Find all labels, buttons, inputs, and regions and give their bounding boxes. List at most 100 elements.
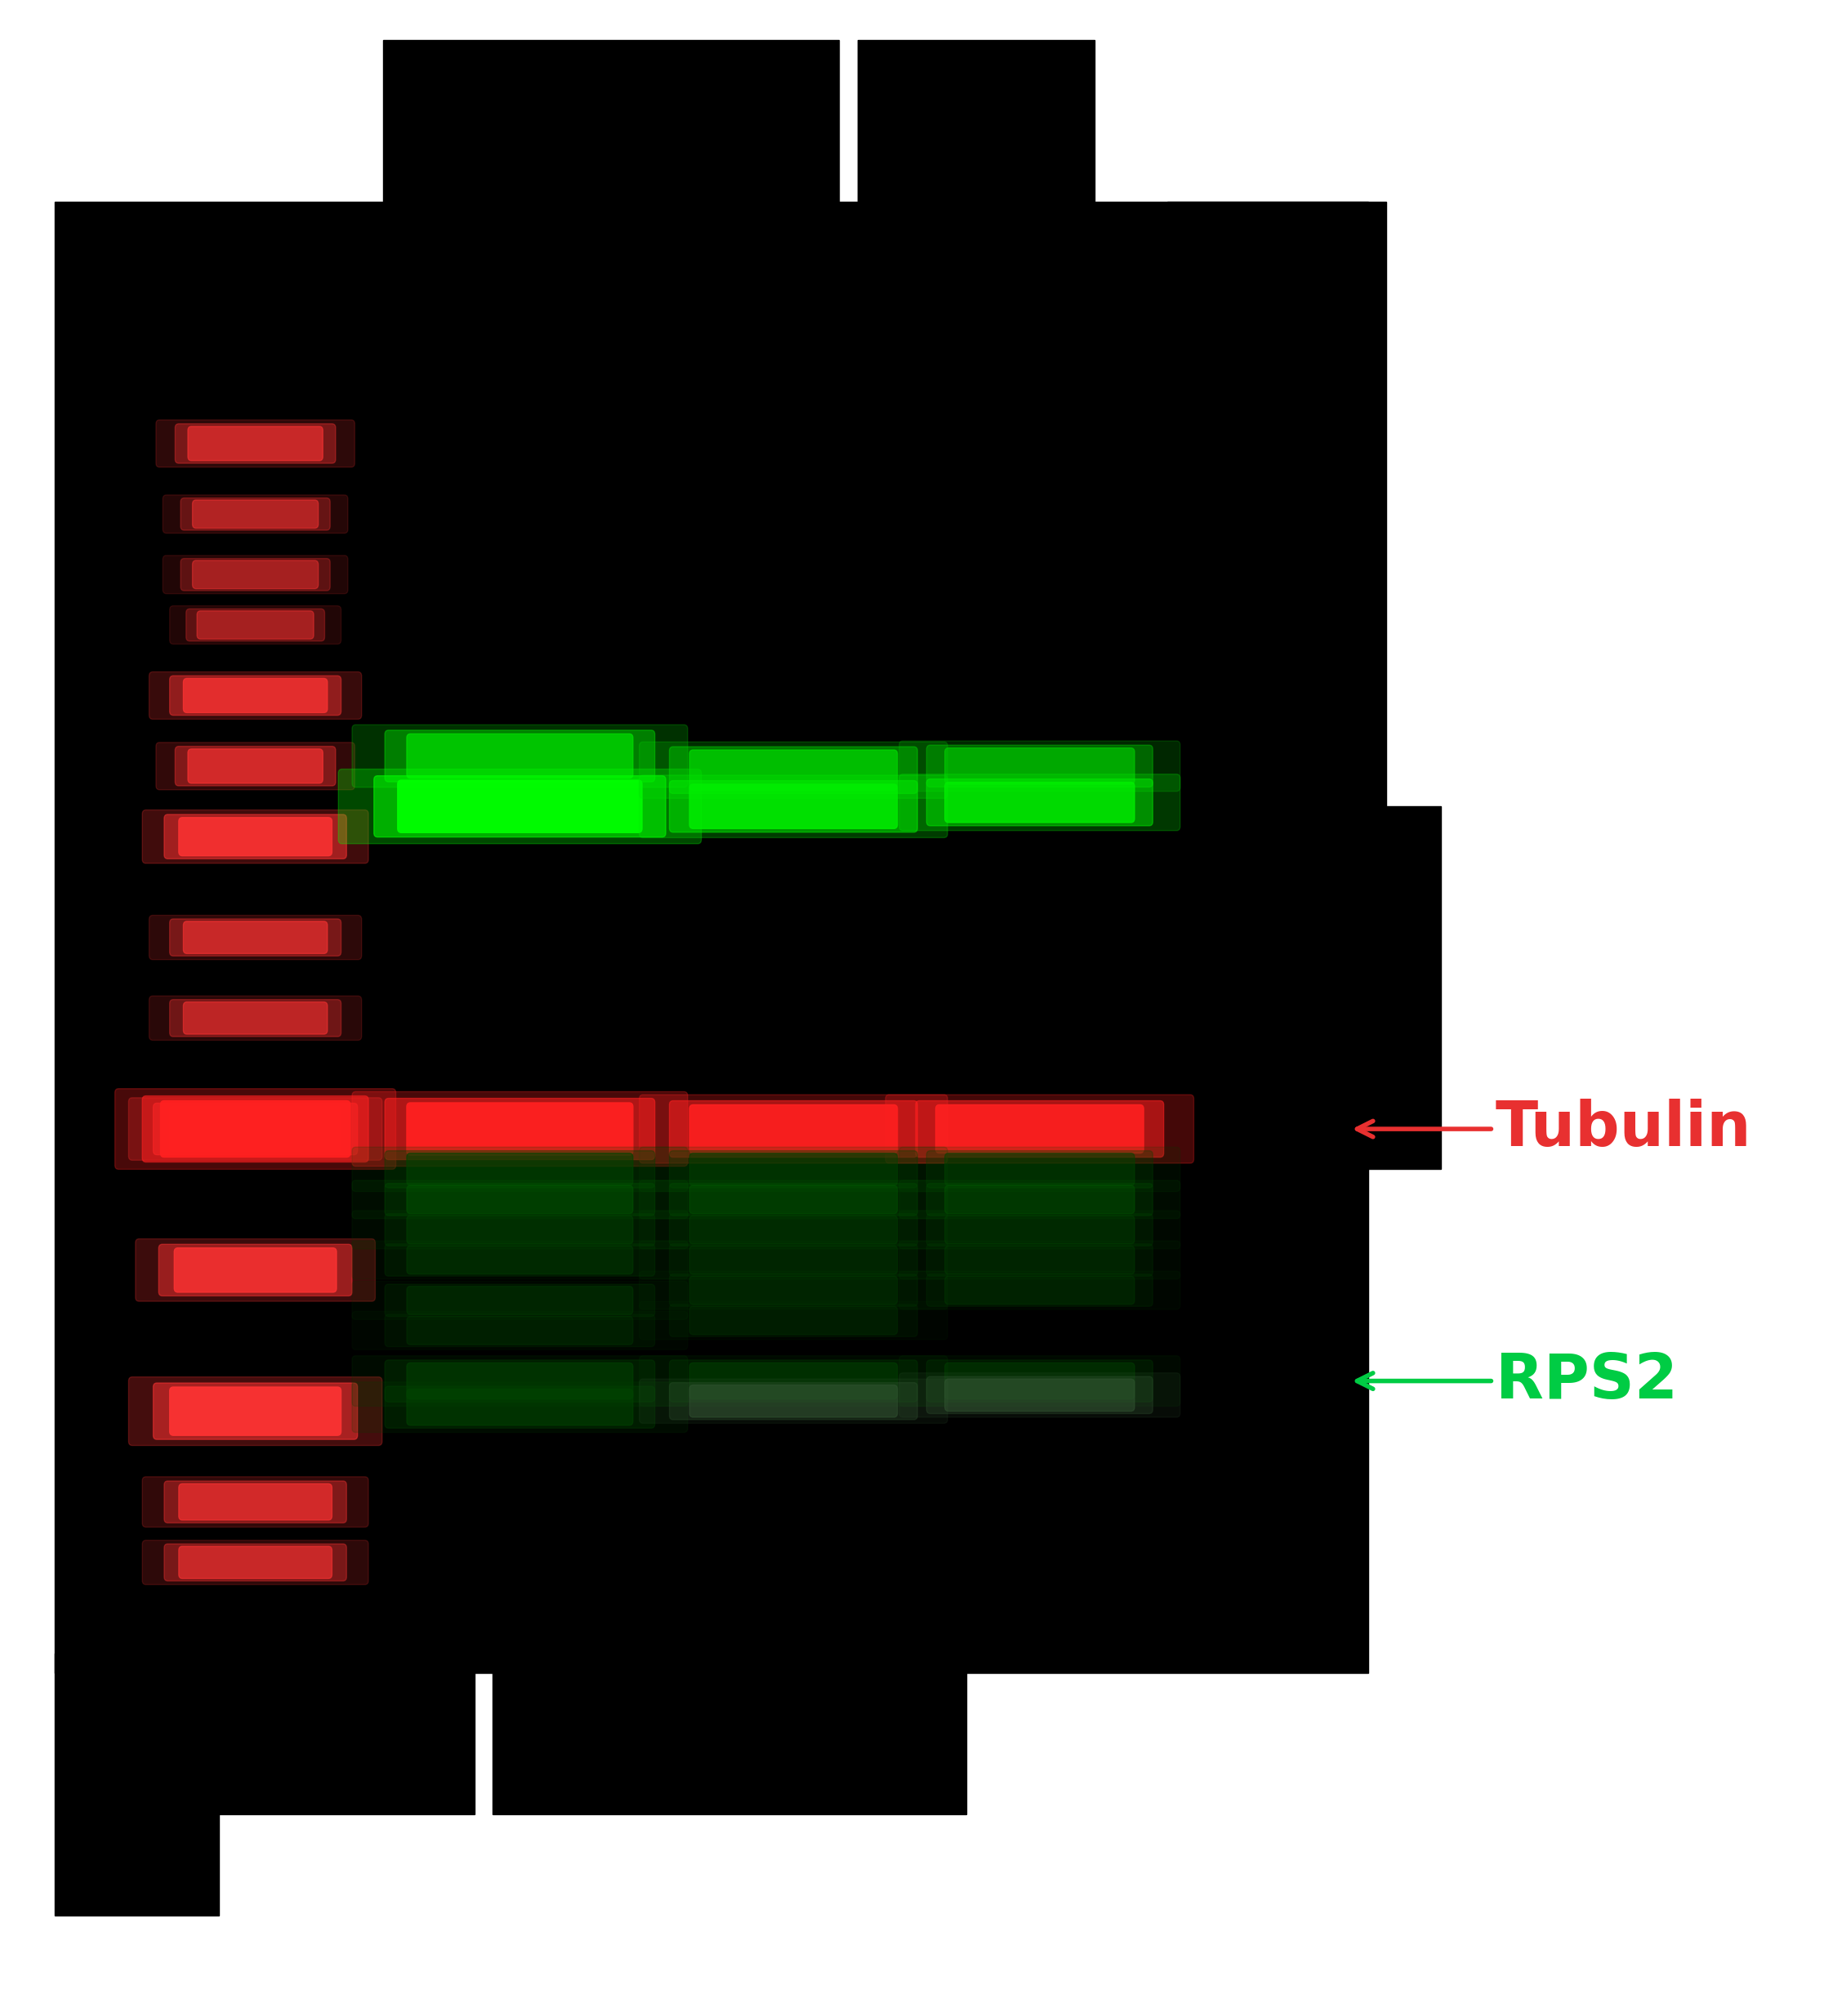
FancyBboxPatch shape bbox=[638, 1210, 948, 1250]
FancyBboxPatch shape bbox=[927, 746, 1153, 786]
FancyBboxPatch shape bbox=[927, 1151, 1153, 1187]
FancyBboxPatch shape bbox=[193, 560, 319, 589]
FancyBboxPatch shape bbox=[385, 1183, 655, 1216]
FancyBboxPatch shape bbox=[150, 996, 361, 1040]
FancyBboxPatch shape bbox=[669, 1101, 917, 1157]
FancyBboxPatch shape bbox=[638, 1179, 948, 1218]
FancyBboxPatch shape bbox=[945, 1185, 1135, 1214]
FancyBboxPatch shape bbox=[669, 746, 917, 794]
FancyBboxPatch shape bbox=[374, 776, 666, 837]
FancyBboxPatch shape bbox=[170, 1387, 341, 1435]
Bar bbox=[1167, 202, 1386, 806]
Bar bbox=[55, 202, 1368, 1673]
FancyBboxPatch shape bbox=[181, 558, 330, 591]
FancyBboxPatch shape bbox=[638, 1379, 948, 1423]
FancyBboxPatch shape bbox=[899, 1272, 1180, 1310]
FancyBboxPatch shape bbox=[669, 1274, 917, 1306]
FancyBboxPatch shape bbox=[638, 1302, 948, 1341]
FancyBboxPatch shape bbox=[945, 782, 1135, 823]
FancyBboxPatch shape bbox=[407, 1103, 633, 1155]
Text: RPS2: RPS2 bbox=[1357, 1351, 1678, 1411]
FancyBboxPatch shape bbox=[945, 1246, 1135, 1274]
FancyBboxPatch shape bbox=[385, 1244, 655, 1276]
FancyBboxPatch shape bbox=[638, 1357, 948, 1407]
FancyBboxPatch shape bbox=[170, 1107, 341, 1151]
Bar bbox=[55, 1653, 219, 1915]
FancyBboxPatch shape bbox=[945, 1379, 1135, 1411]
FancyBboxPatch shape bbox=[689, 1105, 897, 1153]
FancyBboxPatch shape bbox=[182, 921, 328, 954]
FancyBboxPatch shape bbox=[689, 1153, 897, 1185]
FancyBboxPatch shape bbox=[385, 1387, 655, 1427]
FancyBboxPatch shape bbox=[945, 1216, 1135, 1244]
FancyBboxPatch shape bbox=[352, 1210, 688, 1250]
FancyBboxPatch shape bbox=[157, 742, 354, 790]
FancyBboxPatch shape bbox=[150, 671, 361, 720]
FancyBboxPatch shape bbox=[407, 1246, 633, 1274]
FancyBboxPatch shape bbox=[669, 1214, 917, 1246]
FancyBboxPatch shape bbox=[669, 780, 917, 833]
FancyBboxPatch shape bbox=[193, 500, 319, 528]
FancyBboxPatch shape bbox=[170, 1000, 341, 1036]
FancyBboxPatch shape bbox=[385, 1099, 655, 1159]
FancyBboxPatch shape bbox=[669, 1383, 917, 1419]
FancyBboxPatch shape bbox=[638, 1095, 948, 1163]
Bar bbox=[383, 40, 839, 242]
FancyBboxPatch shape bbox=[115, 1089, 396, 1169]
FancyBboxPatch shape bbox=[352, 1093, 688, 1165]
FancyBboxPatch shape bbox=[352, 1357, 688, 1407]
FancyBboxPatch shape bbox=[161, 1101, 350, 1157]
FancyBboxPatch shape bbox=[135, 1238, 376, 1302]
FancyBboxPatch shape bbox=[385, 1361, 655, 1401]
FancyBboxPatch shape bbox=[669, 1361, 917, 1401]
FancyBboxPatch shape bbox=[164, 1544, 347, 1581]
FancyBboxPatch shape bbox=[179, 1484, 332, 1520]
FancyBboxPatch shape bbox=[159, 1244, 352, 1296]
FancyBboxPatch shape bbox=[175, 746, 336, 786]
FancyBboxPatch shape bbox=[927, 1274, 1153, 1306]
FancyBboxPatch shape bbox=[899, 1147, 1180, 1191]
Text: Tubulin: Tubulin bbox=[1357, 1099, 1751, 1159]
FancyBboxPatch shape bbox=[927, 1214, 1153, 1246]
FancyBboxPatch shape bbox=[899, 1357, 1180, 1407]
FancyBboxPatch shape bbox=[945, 1153, 1135, 1185]
FancyBboxPatch shape bbox=[945, 748, 1135, 784]
FancyBboxPatch shape bbox=[157, 419, 354, 468]
FancyBboxPatch shape bbox=[128, 1377, 383, 1445]
FancyBboxPatch shape bbox=[175, 423, 336, 464]
FancyBboxPatch shape bbox=[150, 915, 361, 960]
FancyBboxPatch shape bbox=[142, 810, 368, 863]
FancyBboxPatch shape bbox=[407, 1363, 633, 1399]
FancyBboxPatch shape bbox=[182, 1002, 328, 1034]
FancyBboxPatch shape bbox=[170, 675, 341, 716]
FancyBboxPatch shape bbox=[128, 1097, 383, 1161]
FancyBboxPatch shape bbox=[181, 498, 330, 530]
FancyBboxPatch shape bbox=[689, 1385, 897, 1417]
FancyBboxPatch shape bbox=[142, 1097, 368, 1161]
FancyBboxPatch shape bbox=[638, 774, 948, 839]
FancyBboxPatch shape bbox=[669, 1183, 917, 1216]
FancyBboxPatch shape bbox=[352, 1240, 688, 1280]
FancyBboxPatch shape bbox=[164, 1482, 347, 1522]
FancyBboxPatch shape bbox=[936, 1105, 1144, 1153]
FancyBboxPatch shape bbox=[669, 1151, 917, 1187]
FancyBboxPatch shape bbox=[352, 1383, 688, 1431]
FancyBboxPatch shape bbox=[352, 1282, 688, 1320]
FancyBboxPatch shape bbox=[385, 1151, 655, 1187]
FancyBboxPatch shape bbox=[188, 748, 323, 784]
FancyBboxPatch shape bbox=[927, 1377, 1153, 1413]
FancyBboxPatch shape bbox=[337, 768, 700, 843]
Bar bbox=[492, 1653, 967, 1814]
FancyBboxPatch shape bbox=[179, 818, 332, 855]
FancyBboxPatch shape bbox=[638, 742, 948, 798]
FancyBboxPatch shape bbox=[899, 1179, 1180, 1218]
FancyBboxPatch shape bbox=[638, 1147, 948, 1191]
FancyBboxPatch shape bbox=[197, 611, 314, 639]
FancyBboxPatch shape bbox=[142, 1540, 368, 1585]
FancyBboxPatch shape bbox=[385, 1284, 655, 1316]
FancyBboxPatch shape bbox=[385, 1314, 655, 1347]
FancyBboxPatch shape bbox=[899, 740, 1180, 790]
FancyBboxPatch shape bbox=[689, 1185, 897, 1214]
FancyBboxPatch shape bbox=[638, 1240, 948, 1280]
FancyBboxPatch shape bbox=[398, 780, 642, 833]
